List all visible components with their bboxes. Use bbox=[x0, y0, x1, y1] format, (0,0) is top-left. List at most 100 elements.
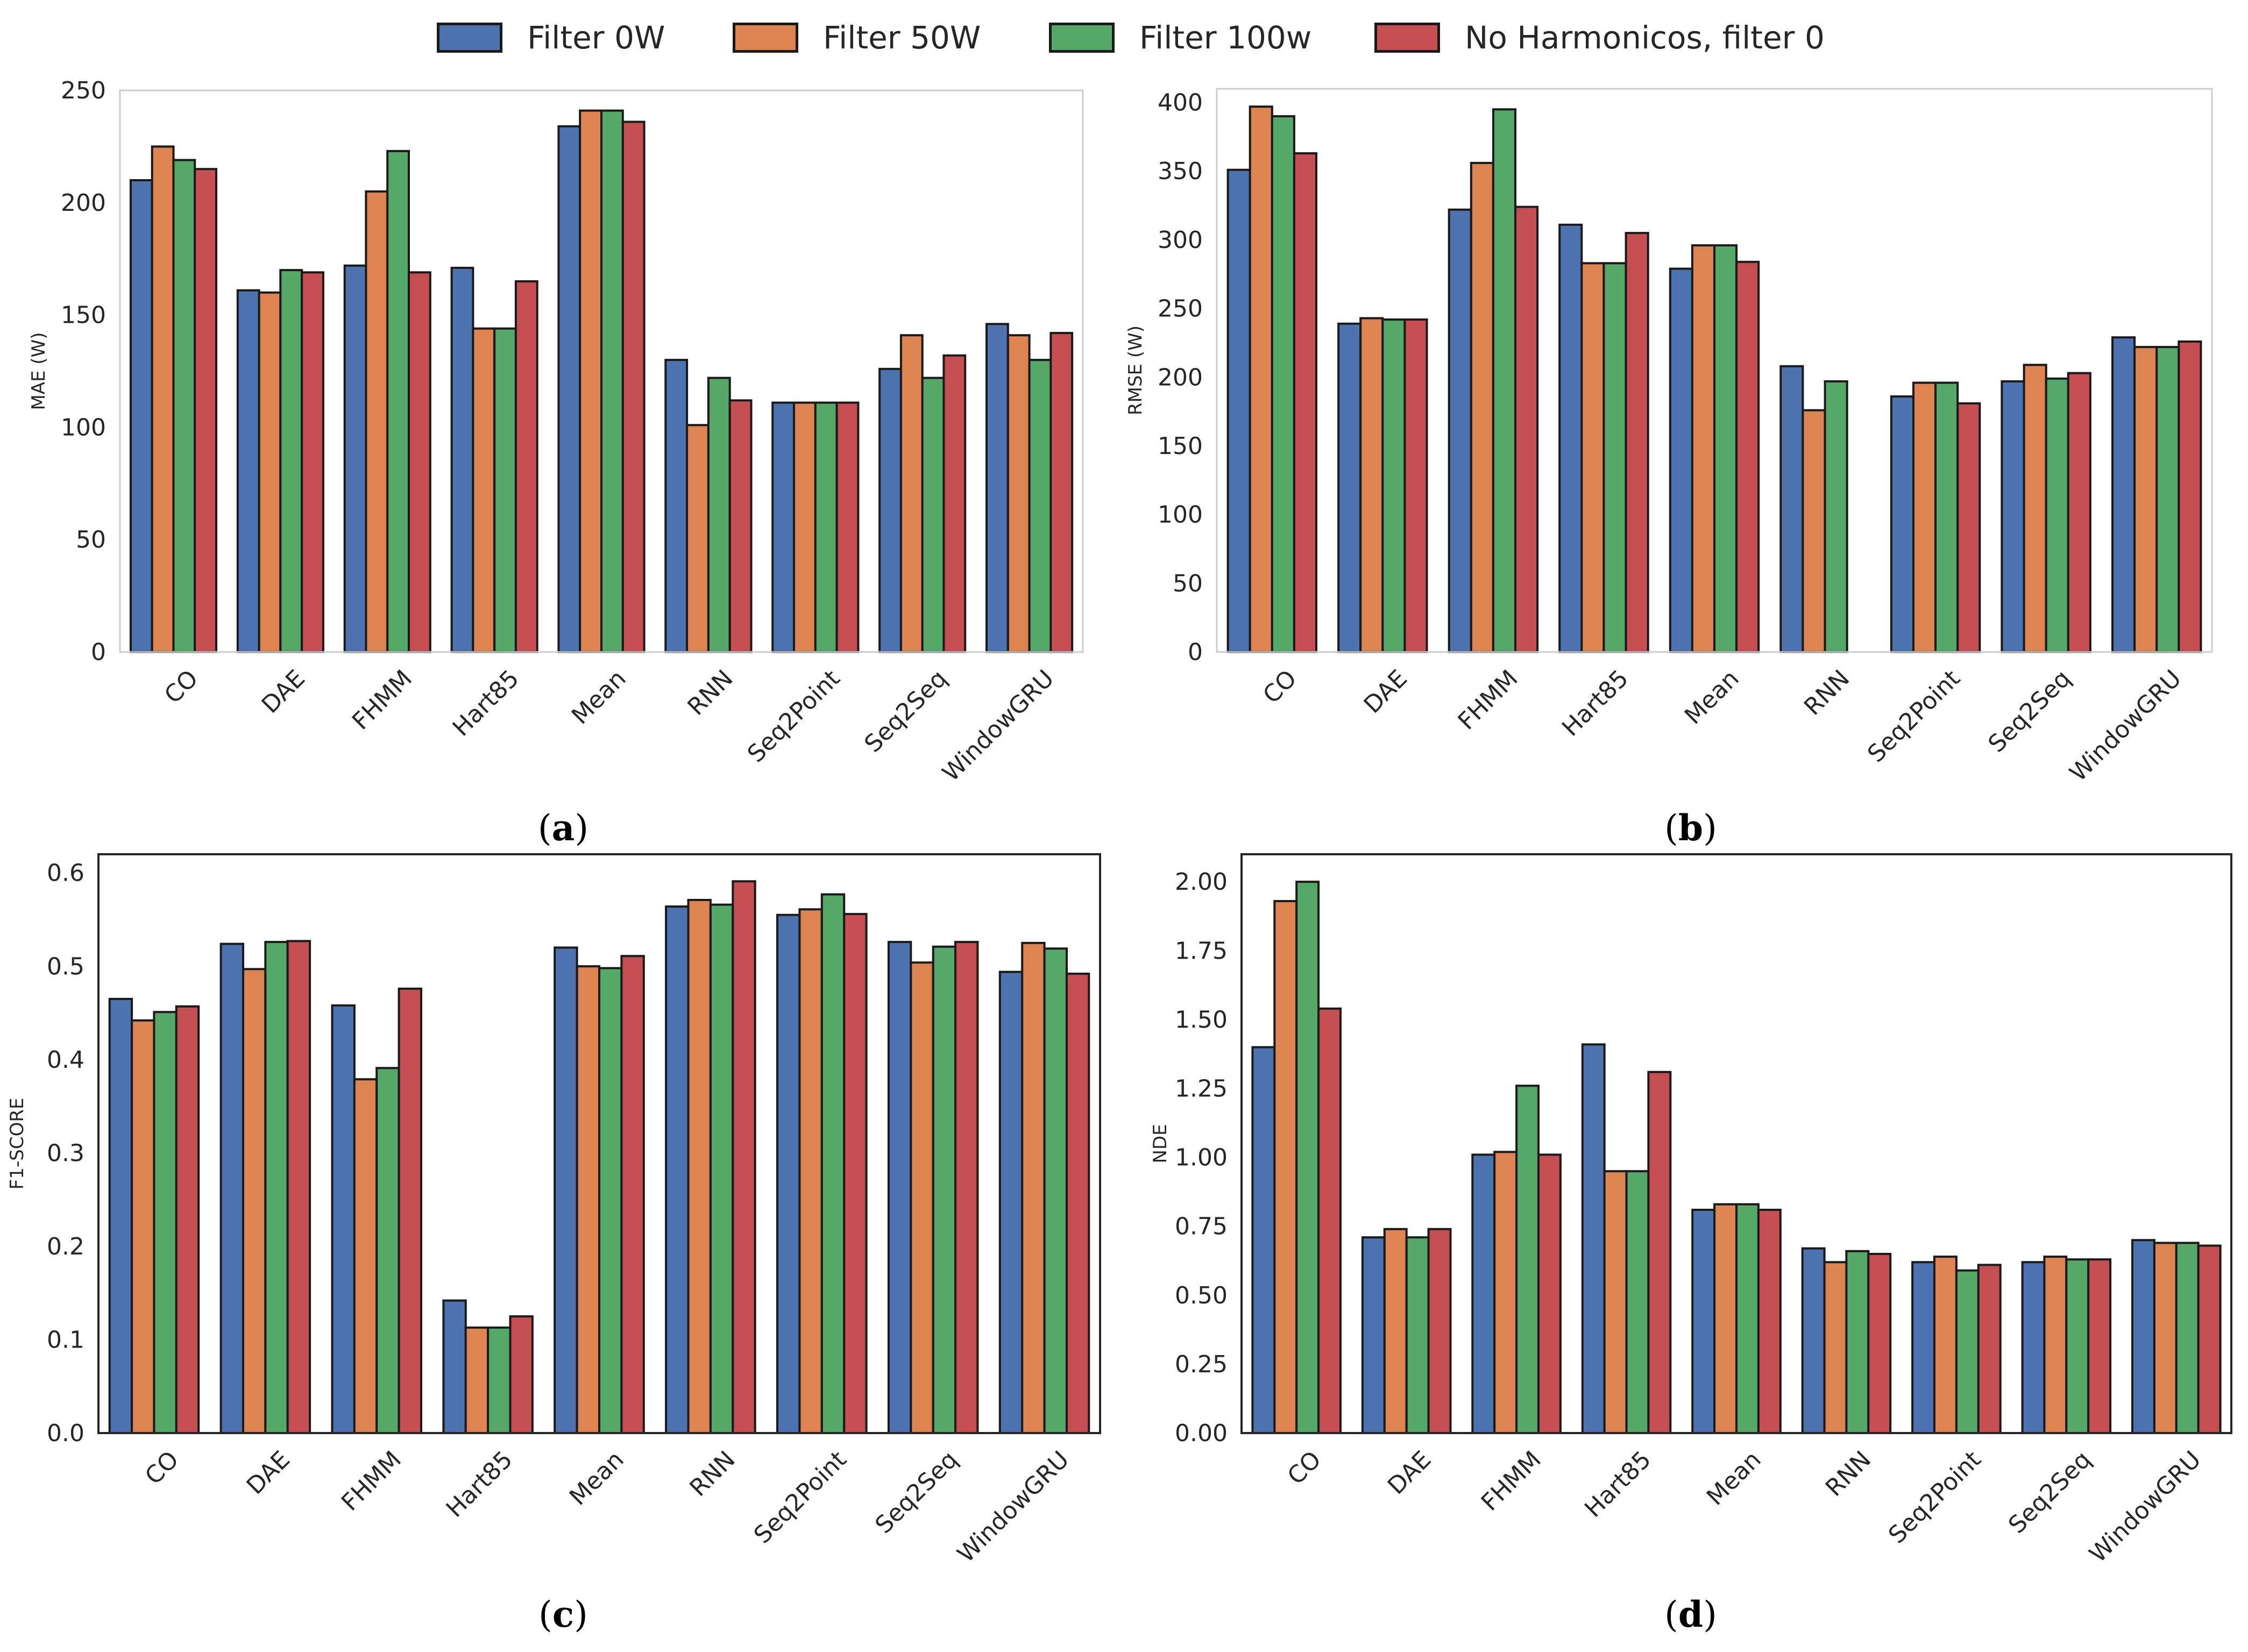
bar-filter-100w-windowgru bbox=[2175, 1242, 2200, 1434]
bar-no-harmonicos-filter-0-fhmm bbox=[408, 271, 431, 653]
x-tick-label-hart85: Hart85 bbox=[1579, 1446, 1656, 1523]
bar-no-harmonicos-filter-0-fhmm bbox=[1537, 1153, 1562, 1434]
bar-filter-0w-seq2point bbox=[1911, 1261, 1936, 1435]
bar-filter-0w-seq2seq bbox=[2021, 1261, 2046, 1435]
bar-no-harmonicos-filter-0-dae bbox=[286, 940, 311, 1434]
bar-no-harmonicos-filter-0-seq2point bbox=[835, 401, 860, 653]
caption-c: (c) bbox=[538, 1593, 588, 1635]
plot-frame bbox=[119, 89, 1084, 653]
bar-filter-100w-seq2seq bbox=[2065, 1258, 2090, 1434]
bar-no-harmonicos-filter-0-mean bbox=[1757, 1209, 1782, 1434]
y-tick-label: 250 bbox=[1158, 295, 1203, 323]
y-tick-label: 200 bbox=[61, 189, 106, 217]
bar-filter-100w-rnn bbox=[1845, 1250, 1870, 1435]
bar-no-harmonicos-filter-0-mean bbox=[620, 955, 645, 1434]
bar-filter-100w-seq2point bbox=[820, 893, 846, 1434]
bar-filter-100w-dae bbox=[1405, 1236, 1430, 1434]
bar-filter-100w-rnn bbox=[1824, 380, 1848, 654]
legend-label: Filter 100w bbox=[1139, 19, 1312, 56]
bar-filter-0w-windowgru bbox=[2131, 1239, 2155, 1435]
x-tick-label-windowgru: WindowGRU bbox=[2084, 1446, 2206, 1568]
y-tick-label: 0.3 bbox=[47, 1139, 84, 1167]
legend-swatch bbox=[437, 23, 502, 53]
bar-filter-50w-dae bbox=[1383, 1228, 1408, 1435]
bar-filter-100w-windowgru bbox=[1043, 947, 1068, 1435]
y-axis-label: RMSE (W) bbox=[1125, 325, 1146, 415]
legend-swatch bbox=[1374, 23, 1440, 53]
bar-filter-100w-seq2point bbox=[1955, 1269, 1980, 1434]
x-tick-label-seq2point: Seq2Point bbox=[1883, 1446, 1987, 1549]
legend-item-filter-0w: Filter 0W bbox=[437, 19, 665, 56]
legend-label: Filter 50W bbox=[823, 19, 981, 56]
bar-filter-0w-fhmm bbox=[331, 1004, 356, 1434]
y-tick-label: 0 bbox=[1188, 639, 1203, 666]
y-tick-label: 350 bbox=[1158, 158, 1203, 185]
bar-no-harmonicos-filter-0-hart85 bbox=[509, 1315, 534, 1435]
bar-filter-0w-dae bbox=[1361, 1236, 1386, 1434]
bar-no-harmonicos-filter-0-seq2point bbox=[843, 913, 868, 1434]
bar-filter-50w-mean bbox=[1691, 244, 1715, 654]
bar-no-harmonicos-filter-0-windowgru bbox=[1065, 973, 1090, 1434]
bar-filter-50w-dae bbox=[242, 968, 267, 1434]
bar-filter-100w-fhmm bbox=[1515, 1084, 1540, 1434]
x-tick-label-co: CO bbox=[1282, 1446, 1327, 1490]
bar-filter-50w-rnn bbox=[687, 899, 712, 1434]
bar-filter-100w-mean bbox=[1735, 1203, 1760, 1434]
bar-filter-100w-co bbox=[153, 1011, 178, 1435]
y-tick-label: 0.4 bbox=[47, 1046, 84, 1074]
y-tick-label: 200 bbox=[1158, 364, 1203, 391]
bar-filter-0w-co bbox=[1226, 168, 1251, 653]
y-tick-label: 1.75 bbox=[1175, 937, 1228, 965]
legend-swatch bbox=[733, 23, 798, 53]
y-tick-label: 1.25 bbox=[1175, 1075, 1228, 1103]
bar-no-harmonicos-filter-0-mean bbox=[1735, 260, 1760, 653]
bar-no-harmonicos-filter-0-rnn bbox=[1867, 1253, 1892, 1434]
bar-filter-0w-hart85 bbox=[1581, 1043, 1606, 1434]
y-axis-label: F1-SCORE bbox=[6, 1098, 28, 1190]
bar-no-harmonicos-filter-0-hart85 bbox=[514, 280, 538, 653]
bar-filter-0w-mean bbox=[557, 125, 581, 654]
y-tick-label: 100 bbox=[61, 414, 106, 441]
caption-b: (b) bbox=[1664, 807, 1717, 849]
y-tick-label: 0 bbox=[91, 639, 106, 666]
bar-filter-0w-rnn bbox=[1801, 1247, 1826, 1434]
y-tick-label: 0.00 bbox=[1175, 1420, 1228, 1447]
bar-filter-50w-fhmm bbox=[1493, 1151, 1518, 1434]
bar-filter-50w-seq2point bbox=[1933, 1256, 1958, 1435]
bar-filter-50w-mean bbox=[1713, 1203, 1738, 1434]
y-tick-label: 250 bbox=[61, 77, 106, 104]
plot-frame-dark bbox=[97, 853, 1101, 1434]
y-tick-label: 0.50 bbox=[1175, 1282, 1228, 1309]
bar-no-harmonicos-filter-0-co bbox=[175, 1005, 200, 1434]
bar-filter-50w-windowgru bbox=[2133, 346, 2158, 653]
y-tick-label: 0.1 bbox=[47, 1326, 84, 1353]
y-tick-label: 0.75 bbox=[1175, 1213, 1228, 1240]
y-tick-label: 0.0 bbox=[47, 1420, 84, 1447]
bar-filter-0w-dae bbox=[1337, 322, 1362, 653]
x-tick-label-fhmm: FHMM bbox=[1476, 1446, 1547, 1516]
bar-no-harmonicos-filter-0-hart85 bbox=[1647, 1070, 1672, 1435]
y-tick-label: 400 bbox=[1158, 89, 1203, 117]
y-tick-label: 50 bbox=[1173, 570, 1203, 597]
caption-a: (a) bbox=[537, 807, 589, 849]
y-tick-label: 0.6 bbox=[47, 860, 84, 887]
legend-swatch bbox=[1049, 23, 1115, 53]
y-tick-label: 0.25 bbox=[1175, 1351, 1228, 1378]
bar-filter-50w-hart85 bbox=[1580, 262, 1605, 653]
bar-no-harmonicos-filter-0-seq2point bbox=[1977, 1264, 2002, 1434]
x-tick-label-mean: Mean bbox=[1701, 1446, 1767, 1511]
bar-filter-50w-windowgru bbox=[2153, 1242, 2178, 1434]
legend-label: No Harmonicos, filter 0 bbox=[1465, 19, 1825, 56]
bar-filter-100w-dae bbox=[1381, 318, 1406, 653]
caption-d: (d) bbox=[1664, 1593, 1717, 1635]
bar-filter-50w-co bbox=[1273, 900, 1298, 1434]
bar-filter-50w-hart85 bbox=[1603, 1170, 1628, 1434]
y-tick-label: 300 bbox=[1158, 226, 1203, 254]
legend-item-filter-100w: Filter 100w bbox=[1049, 19, 1311, 56]
plot-frame-dark bbox=[1240, 853, 2232, 1434]
bar-filter-0w-rnn bbox=[664, 359, 689, 653]
y-tick-label: 2.00 bbox=[1175, 868, 1228, 896]
bar-filter-100w-windowgru bbox=[2155, 346, 2180, 653]
bar-filter-50w-seq2seq bbox=[910, 961, 934, 1435]
